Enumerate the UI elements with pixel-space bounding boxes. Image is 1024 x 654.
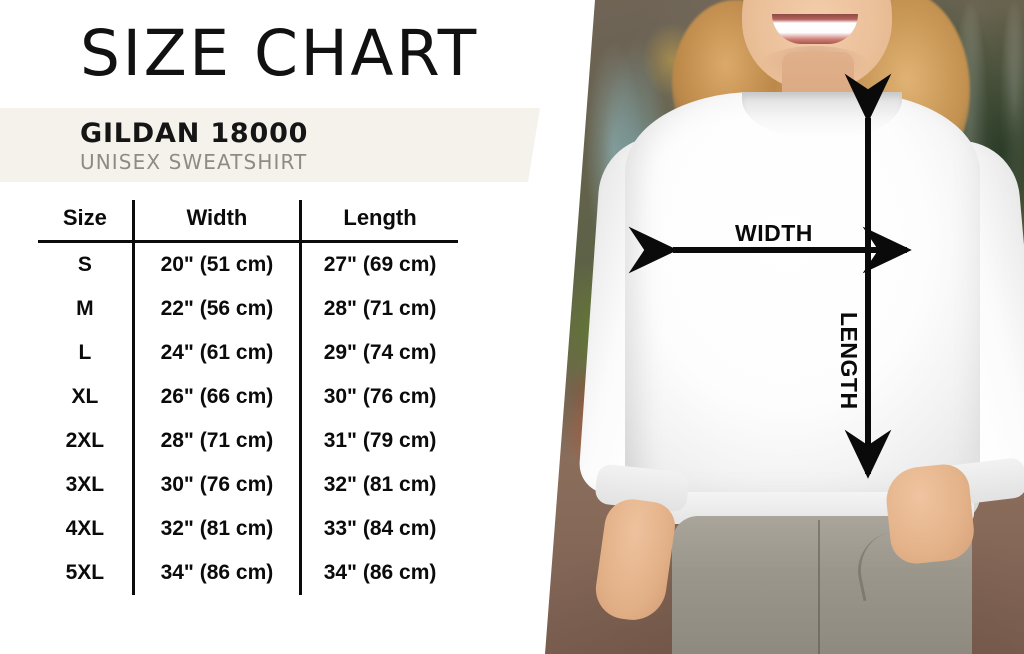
table-row: 3XL 30" (76 cm) 32" (81 cm) [38,463,458,507]
column-header-width: Width [131,200,301,242]
table-row: 4XL 32" (81 cm) 33" (84 cm) [38,507,458,551]
hand-left [591,495,679,625]
cell-size: L [78,341,92,364]
cell-width: 20" (51 cm) [131,241,301,287]
cell-width: 32" (81 cm) [131,507,301,551]
cell-length: 32" (81 cm) [299,463,458,507]
smile [772,14,858,44]
cell-length: 27" (69 cm) [299,241,458,287]
table-row: L 24" (61 cm) 29" (74 cm) [38,331,458,375]
cell-size: M [76,297,94,320]
brand-name: GILDAN 18000 [80,118,309,149]
cell-size: 4XL [65,517,105,540]
table-row: 5XL 34" (86 cm) 34" (86 cm) [38,551,458,595]
cell-size: 5XL [65,561,105,584]
cell-length: 34" (86 cm) [299,551,458,595]
cell-size: 2XL [65,429,105,452]
size-table-body: S 20" (51 cm) 27" (69 cm) M 22" (56 cm) 28" (… [38,241,458,595]
table-row: XL 26" (66 cm) 30" (76 cm) [38,375,458,419]
sweatshirt-body [625,92,980,522]
hand-right [883,461,977,567]
table-row: S 20" (51 cm) 27" (69 cm) [38,241,458,287]
cell-length: 28" (71 cm) [299,287,458,331]
cell-size: 3XL [65,473,105,496]
chart-panel: SIZE CHART GILDAN 18000 UNISEX SWEATSHIR… [0,17,540,595]
size-table: Size Width Length S 20" (51 cm) 27" (69 cm… [38,200,458,595]
jeans-seam [818,520,820,654]
cell-length: 33" (84 cm) [299,507,458,551]
garment-type: UNISEX SWEATSHIRT [80,150,308,174]
cell-width: 30" (76 cm) [131,463,301,507]
table-header-row: Size Width Length [38,200,458,242]
cell-length: 29" (74 cm) [299,331,458,375]
size-table-wrapper: Size Width Length S 20" (51 cm) 27" (69 cm… [38,200,458,595]
cell-width: 28" (71 cm) [131,419,301,463]
cell-size: XL [71,385,99,408]
cell-width: 24" (61 cm) [131,331,301,375]
column-header-size: Size [62,205,107,230]
cell-width: 34" (86 cm) [131,551,301,595]
column-header-length: Length [299,200,458,242]
cell-length: 31" (79 cm) [299,419,458,463]
cell-width: 22" (56 cm) [131,287,301,331]
size-table-head: Size Width Length [38,200,458,242]
table-row: 2XL 28" (71 cm) 31" (79 cm) [38,419,458,463]
table-row: M 22" (56 cm) 28" (71 cm) [38,287,458,331]
cell-width: 26" (66 cm) [131,375,301,419]
subtitle-band [0,108,540,182]
cell-length: 30" (76 cm) [299,375,458,419]
page-title: SIZE CHART [80,17,479,90]
cell-size: S [77,253,92,276]
